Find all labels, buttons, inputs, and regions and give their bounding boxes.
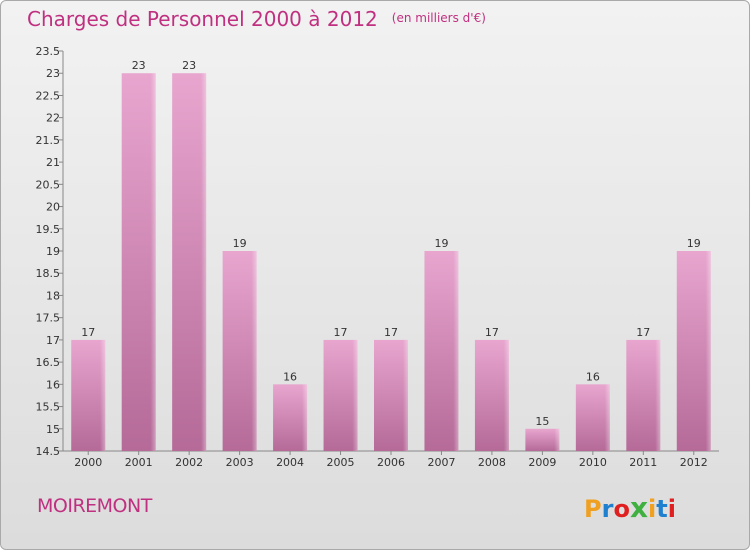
bar-highlight <box>222 251 257 451</box>
data-label: 19 <box>233 237 247 250</box>
y-tick-label: 17 <box>46 334 60 347</box>
x-tick-label: 2006 <box>377 456 405 469</box>
bar-highlight <box>374 339 408 451</box>
x-tick-label: 2002 <box>175 456 203 469</box>
data-label: 17 <box>334 326 348 339</box>
y-tick-label: 20 <box>46 201 60 214</box>
y-tick-label: 22 <box>46 112 60 125</box>
y-tick-label: 19 <box>46 245 60 258</box>
y-tick-label: 18 <box>46 289 60 302</box>
bar-highlight <box>71 339 106 451</box>
y-tick-label: 16 <box>46 378 60 391</box>
x-tick-label: 2005 <box>327 456 355 469</box>
x-tick-label: 2012 <box>680 456 708 469</box>
x-tick-label: 2007 <box>427 456 455 469</box>
bar-highlight <box>172 73 207 451</box>
bar-highlight <box>273 384 308 451</box>
data-label: 16 <box>586 370 600 383</box>
x-tick-label: 2009 <box>528 456 556 469</box>
logo-letter: r <box>601 495 614 523</box>
data-label: 17 <box>485 326 499 339</box>
data-label: 15 <box>535 415 549 428</box>
data-label: 23 <box>182 59 196 72</box>
x-tick-label: 2010 <box>579 456 607 469</box>
bar-highlight <box>323 339 358 451</box>
bar-highlight <box>121 73 156 451</box>
logo-letter: o <box>613 495 630 523</box>
y-tick-label: 23.5 <box>36 45 61 58</box>
y-tick-label: 19.5 <box>36 223 61 236</box>
x-tick-label: 2001 <box>125 456 153 469</box>
y-tick-label: 23 <box>46 67 60 80</box>
proxiti-logo: Proxiti <box>584 491 676 524</box>
bar-highlight <box>424 251 459 451</box>
chart-unit: (en milliers d'€) <box>391 11 486 25</box>
data-label: 16 <box>283 370 297 383</box>
x-tick-label: 2003 <box>226 456 254 469</box>
x-tick-label: 2011 <box>629 456 657 469</box>
y-tick-label: 21 <box>46 156 60 169</box>
bar-highlight <box>525 428 560 451</box>
logo-letter: x <box>629 491 648 524</box>
logo-letter: i <box>667 495 676 523</box>
data-label: 23 <box>132 59 146 72</box>
y-tick-label: 17.5 <box>36 312 61 325</box>
y-tick-label: 15 <box>46 423 60 436</box>
bar-highlight <box>474 339 509 451</box>
data-label: 17 <box>384 326 398 339</box>
chart-title-text: Charges de Personnel 2000 à 2012 <box>27 7 378 31</box>
x-tick-label: 2000 <box>74 456 102 469</box>
data-label: 17 <box>636 326 650 339</box>
data-label: 17 <box>81 326 95 339</box>
bar-highlight <box>626 339 661 451</box>
y-tick-label: 20.5 <box>36 178 61 191</box>
bar-highlight <box>676 251 711 451</box>
x-tick-label: 2004 <box>276 456 304 469</box>
chart-title: Charges de Personnel 2000 à 2012 (en mill… <box>27 7 486 31</box>
logo-letter: t <box>656 495 668 523</box>
bar-highlight <box>575 384 610 451</box>
commune-name: MOIREMONT <box>37 495 152 517</box>
y-tick-label: 18.5 <box>36 267 61 280</box>
y-tick-label: 16.5 <box>36 356 61 369</box>
y-tick-label: 22.5 <box>36 89 61 102</box>
data-label: 19 <box>434 237 448 250</box>
logo-letter: i <box>648 495 657 523</box>
y-tick-label: 15.5 <box>36 401 61 414</box>
logo-letter: P <box>584 495 602 523</box>
y-tick-label: 21.5 <box>36 134 61 147</box>
y-tick-label: 14.5 <box>36 445 61 458</box>
data-label: 19 <box>687 237 701 250</box>
x-tick-label: 2008 <box>478 456 506 469</box>
